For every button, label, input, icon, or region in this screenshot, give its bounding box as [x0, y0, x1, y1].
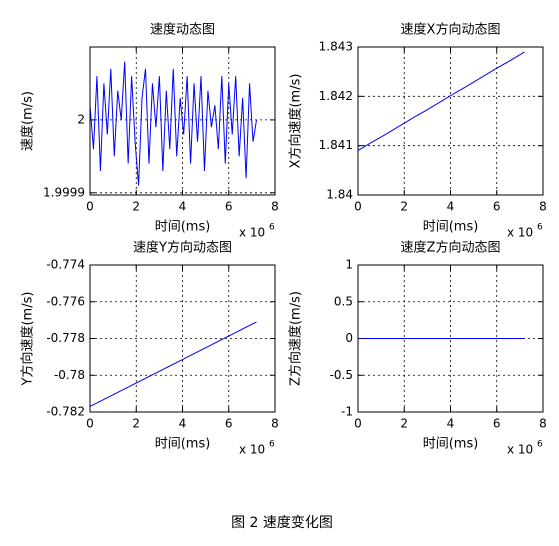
data-line — [357, 51, 525, 152]
y-tick-label: -0.782 — [46, 405, 85, 419]
data-line — [89, 321, 257, 407]
x-tick-label: 0 — [86, 417, 94, 431]
y-tick-label: -0.5 — [330, 368, 353, 382]
x-tick-label: 8 — [271, 417, 279, 431]
x-tick-label: 6 — [493, 200, 501, 214]
x-axis-label: 时间(ms) — [423, 437, 479, 452]
x-scale-exponent: 6 — [537, 223, 543, 233]
y-tick-label: -0.78 — [54, 368, 85, 382]
axes-title: 速度X方向动态图 — [401, 22, 501, 38]
y-tick-label: 1 — [345, 258, 353, 272]
y-tick-label: -0.774 — [46, 258, 85, 272]
data-line — [89, 61, 257, 186]
x-scale-label: x 10 — [507, 443, 533, 457]
y-tick-label: -0.776 — [46, 294, 85, 308]
axes-background — [358, 47, 543, 195]
caption: 图 2 速度变化图 — [231, 515, 333, 531]
axes-box — [89, 46, 276, 196]
x-tick-label: 4 — [447, 417, 455, 431]
axes-title: 速度Y方向动态图 — [133, 240, 232, 256]
axes-title: 速度动态图 — [150, 22, 215, 38]
y-tick-label: 2 — [77, 112, 85, 126]
x-scale-exponent: 6 — [269, 223, 275, 233]
y-tick-label: 1.84 — [326, 188, 353, 202]
y-axis-label: X方向速度(m/s) — [288, 74, 304, 169]
x-tick-label: 6 — [225, 417, 233, 431]
x-tick-label: 6 — [493, 417, 501, 431]
x-tick-label: 0 — [354, 417, 362, 431]
y-tick-label: -0.778 — [46, 331, 85, 345]
x-tick-label: 8 — [539, 200, 547, 214]
x-tick-label: 8 — [271, 200, 279, 214]
axes-box — [357, 46, 544, 196]
y-tick-label: 1.9999 — [43, 185, 85, 199]
x-tick-label: 4 — [179, 200, 187, 214]
x-tick-label: 6 — [225, 200, 233, 214]
x-scale-label: x 10 — [239, 443, 265, 457]
x-scale-exponent: 6 — [537, 440, 543, 450]
x-tick-label: 2 — [400, 417, 408, 431]
axes-box — [357, 264, 544, 413]
axes-box — [89, 264, 276, 413]
y-tick-label: 1.841 — [319, 138, 353, 152]
y-tick-label: 1.843 — [319, 40, 353, 54]
x-tick-label: 8 — [539, 417, 547, 431]
x-tick-label: 2 — [132, 417, 140, 431]
x-tick-label: 2 — [400, 200, 408, 214]
y-tick-label: 0 — [345, 331, 353, 345]
x-axis-label: 时间(ms) — [155, 437, 211, 452]
x-tick-label: 4 — [447, 200, 455, 214]
x-scale-label: x 10 — [239, 226, 265, 240]
x-tick-label: 2 — [132, 200, 140, 214]
y-tick-label: -1 — [341, 405, 353, 419]
x-tick-label: 4 — [179, 417, 187, 431]
y-axis-label: Y方向速度(m/s) — [20, 292, 36, 387]
x-tick-label: 0 — [86, 200, 94, 214]
y-tick-label: 1.842 — [319, 89, 353, 103]
x-tick-label: 0 — [354, 200, 362, 214]
x-axis-label: 时间(ms) — [155, 220, 211, 235]
y-axis-label: 速度(m/s) — [20, 91, 36, 151]
axes-background — [90, 265, 275, 412]
axes-title: 速度Z方向动态图 — [401, 240, 501, 256]
y-tick-label: 0.5 — [334, 294, 353, 308]
x-scale-label: x 10 — [507, 226, 533, 240]
x-scale-exponent: 6 — [269, 440, 275, 450]
x-axis-label: 时间(ms) — [423, 220, 479, 235]
y-axis-label: Z方向速度(m/s) — [288, 291, 304, 386]
